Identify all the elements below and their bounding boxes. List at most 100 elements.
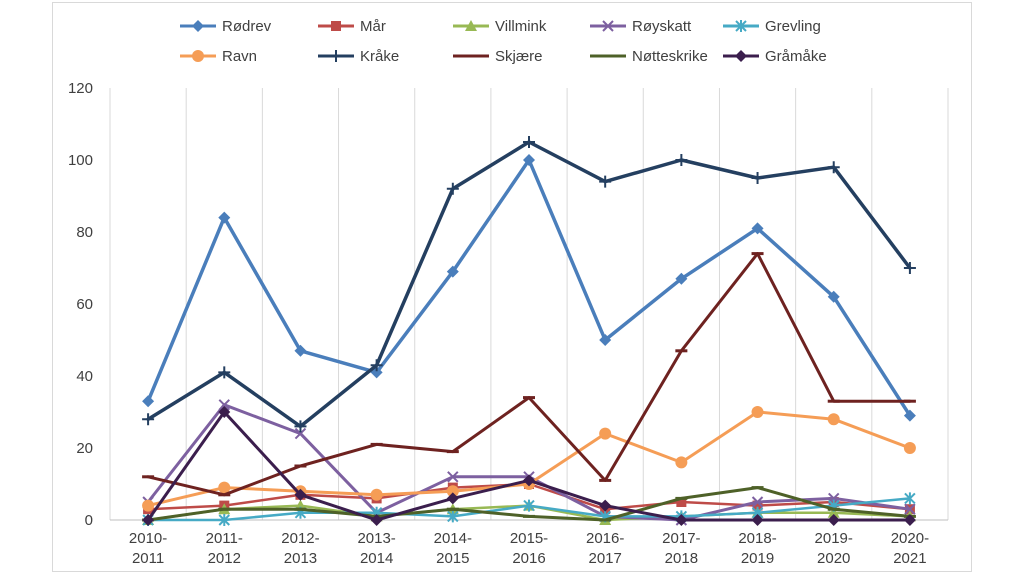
data-point-skjaere [827, 399, 840, 403]
data-point-gramake [751, 514, 764, 526]
data-point-rodrev [827, 290, 840, 303]
data-point-ravn [142, 499, 155, 512]
data-point-royskatt [447, 471, 459, 483]
legend-label: Villmink [495, 18, 547, 35]
data-point-villmink [827, 506, 840, 518]
data-point-rodrev [903, 409, 916, 422]
data-point-gramake [675, 514, 688, 526]
legend-marker [735, 50, 747, 62]
data-point-krake [446, 182, 459, 195]
data-point-skjaere [523, 396, 535, 400]
x-tick-label-line1: 2019- [815, 530, 853, 547]
data-point-krake [903, 262, 916, 274]
data-point-notteskrike [827, 507, 840, 511]
data-point-krake [675, 154, 688, 166]
legend-marker [192, 50, 204, 62]
data-point-skjaere [903, 399, 916, 403]
x-tick-label-line2: 2018 [665, 550, 698, 567]
x-tick-label-line1: 2015- [510, 530, 548, 547]
legend-item-royskatt: Røyskatt [590, 18, 692, 35]
legend-marker [330, 50, 342, 62]
legend-item-villmink: Villmink [453, 18, 547, 35]
series-ravn [142, 406, 916, 512]
x-tick-label-line2: 2021 [893, 550, 926, 567]
data-point-krake [294, 420, 307, 433]
legend-label: Kråke [360, 48, 399, 65]
x-tick-label-line2: 2015 [436, 550, 469, 567]
data-point-rodrev [446, 265, 459, 278]
data-point-krake [827, 161, 840, 174]
x-tick-label-line1: 2016- [586, 530, 624, 547]
legend-marker [465, 20, 477, 31]
x-tick-label-line1: 2017- [662, 530, 700, 547]
data-point-rodrev [599, 334, 612, 346]
data-point-rodrev [675, 272, 688, 285]
axes: 0 20 40 60 80 100 120 2010- 2011 2011- 2012 2012- 20… [68, 80, 948, 567]
series-krake [142, 136, 916, 433]
x-tick-label-line2: 2017 [588, 550, 621, 567]
data-point-ravn [751, 406, 764, 418]
y-tick-label: 60 [76, 296, 93, 313]
data-point-rodrev [523, 154, 535, 166]
gridlines [109, 88, 949, 520]
legend-marker [735, 20, 747, 32]
data-point-ravn [370, 488, 383, 501]
data-point-gramake [218, 406, 231, 418]
data-point-krake [599, 175, 612, 188]
x-tick-label-line1: 2012- [281, 530, 319, 547]
legend: Rødrev Mår Villmink Røyskatt Grevling Ravn Krå… [180, 18, 827, 65]
data-point-skjaere [751, 252, 764, 256]
x-tick-label-line1: 2010- [129, 530, 167, 547]
legend-marker [602, 20, 614, 32]
data-point-gramake [142, 514, 155, 526]
legend-label: Rødrev [222, 18, 272, 35]
data-point-ravn [446, 485, 459, 498]
data-point-grevling [904, 492, 916, 505]
legend-label: Grevling [765, 18, 821, 35]
data-point-ravn [675, 456, 688, 469]
legend-label: Ravn [222, 48, 257, 65]
data-point-notteskrike [523, 514, 535, 518]
data-point-gramake [370, 514, 383, 526]
legend-label: Gråmåke [765, 48, 827, 65]
legend-item-ravn: Ravn [180, 48, 257, 65]
legend-item-mar: Mår [318, 18, 386, 35]
x-tick-label-line1: 2020- [891, 530, 929, 547]
x-tick-label-line2: 2014 [360, 550, 393, 567]
x-tick-label-line2: 2016 [512, 550, 545, 567]
data-point-notteskrike [599, 518, 612, 522]
data-point-gramake [599, 499, 612, 512]
legend-label: Mår [360, 18, 386, 35]
data-point-royskatt [218, 399, 230, 411]
legend-label: Røyskatt [632, 18, 692, 35]
data-point-gramake [294, 488, 307, 501]
data-point-skjaere [446, 450, 459, 454]
data-point-krake [218, 366, 231, 379]
data-point-grevling [523, 499, 535, 512]
x-tick-label-line1: 2014- [434, 530, 472, 547]
legend-item-rodrev: Rødrev [180, 18, 272, 35]
x-tick-label-line1: 2011- [206, 530, 243, 547]
data-point-skjaere [370, 442, 383, 446]
data-point-krake [523, 136, 535, 148]
data-point-ravn [903, 442, 916, 454]
series-lines [142, 136, 916, 526]
series-rodrev [142, 154, 916, 422]
data-point-rodrev [751, 222, 764, 235]
x-tick-label-line2: 2012 [208, 550, 241, 567]
data-point-skjaere [218, 493, 231, 497]
legend-label: Skjære [495, 48, 543, 65]
y-tick-label: 0 [85, 512, 93, 529]
data-point-mar [676, 497, 687, 507]
data-point-notteskrike [294, 507, 307, 511]
data-point-ravn [218, 481, 231, 494]
y-tick-label: 40 [76, 368, 93, 385]
data-point-notteskrike [446, 507, 459, 511]
legend-item-skjaere: Skjære [453, 48, 543, 65]
data-point-mar [752, 500, 763, 511]
data-point-royskatt [904, 503, 916, 515]
data-point-skjaere [294, 464, 307, 468]
x-tick-label-line2: 2020 [817, 550, 850, 567]
data-point-rodrev [294, 344, 307, 357]
